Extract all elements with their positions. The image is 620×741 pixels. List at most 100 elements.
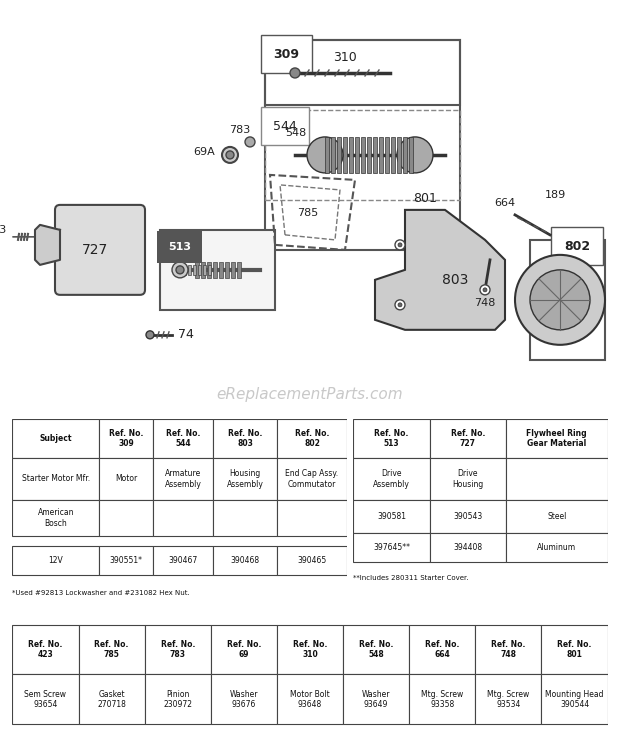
Bar [153, 500, 213, 536]
Text: Armature
Assembly: Armature Assembly [165, 469, 202, 488]
Bar [430, 458, 506, 500]
Text: eReplacementParts.com: eReplacementParts.com [216, 388, 404, 402]
Bar [12, 419, 99, 458]
Bar [198, 265, 201, 275]
Text: 748: 748 [474, 298, 495, 308]
Bar [409, 137, 413, 173]
Circle shape [146, 330, 154, 339]
Circle shape [515, 255, 605, 345]
Text: Pinion
230972: Pinion 230972 [163, 690, 192, 709]
Bar [12, 500, 99, 536]
Text: 309: 309 [273, 48, 299, 61]
Bar [12, 546, 99, 575]
Bar [541, 674, 608, 724]
Bar [343, 674, 409, 724]
Bar [144, 625, 211, 674]
Polygon shape [375, 210, 505, 330]
Bar [331, 137, 335, 173]
Bar [183, 265, 186, 275]
Bar [12, 674, 79, 724]
Text: Ref. No.
548: Ref. No. 548 [359, 639, 393, 659]
Text: Mtg. Screw
93358: Mtg. Screw 93358 [421, 690, 463, 709]
Bar [391, 137, 395, 173]
Circle shape [290, 68, 300, 78]
Text: Subject: Subject [40, 433, 72, 442]
Circle shape [483, 288, 487, 292]
Bar [343, 137, 347, 173]
Text: Ref. No.
802: Ref. No. 802 [295, 428, 329, 448]
Text: 394408: 394408 [453, 543, 482, 552]
Text: Housing
Assembly: Housing Assembly [227, 469, 264, 488]
Bar [213, 419, 277, 458]
Text: 390467: 390467 [169, 556, 198, 565]
Bar [277, 458, 347, 500]
Bar [325, 137, 329, 173]
Bar [506, 419, 608, 458]
Text: 69A: 69A [193, 147, 215, 157]
Bar [409, 674, 476, 724]
Bar [506, 500, 608, 533]
Text: 189: 189 [545, 190, 566, 200]
Bar [213, 458, 277, 500]
Polygon shape [35, 225, 60, 265]
Bar [144, 674, 211, 724]
Bar [207, 262, 211, 278]
Bar [99, 546, 153, 575]
Text: 390465: 390465 [298, 556, 327, 565]
Bar [153, 546, 213, 575]
Text: 390468: 390468 [231, 556, 260, 565]
Bar [211, 625, 277, 674]
Text: Ref. No.
727: Ref. No. 727 [451, 428, 485, 448]
Bar [213, 546, 277, 575]
Bar [430, 533, 506, 562]
Bar [353, 458, 430, 500]
Text: Steel: Steel [547, 512, 567, 521]
Text: 801: 801 [413, 192, 437, 205]
Circle shape [530, 270, 590, 330]
Circle shape [307, 137, 343, 173]
Text: 803: 803 [442, 273, 468, 287]
Bar [153, 419, 213, 458]
Bar [506, 458, 608, 500]
Bar [367, 137, 371, 173]
Bar [99, 419, 153, 458]
Bar [353, 419, 430, 458]
Text: 12V: 12V [48, 556, 63, 565]
Bar [355, 137, 359, 173]
Bar [231, 262, 235, 278]
Bar [277, 625, 343, 674]
Text: Ref. No.
423: Ref. No. 423 [29, 639, 63, 659]
Bar [79, 674, 144, 724]
Bar [265, 110, 460, 200]
Circle shape [398, 243, 402, 247]
Bar [277, 419, 347, 458]
Bar [160, 230, 275, 310]
Text: Washer
93676: Washer 93676 [229, 690, 258, 709]
Text: 785: 785 [298, 208, 319, 218]
Bar [203, 265, 206, 275]
Bar [343, 625, 409, 674]
Bar [188, 265, 191, 275]
Text: End Cap Assy.
Commutator: End Cap Assy. Commutator [285, 469, 339, 488]
Text: Aluminum: Aluminum [537, 543, 577, 552]
Bar [277, 674, 343, 724]
Text: Ref. No.
785: Ref. No. 785 [94, 639, 129, 659]
Text: 513: 513 [168, 242, 191, 252]
Bar [79, 625, 144, 674]
Circle shape [397, 137, 433, 173]
Bar [12, 458, 99, 500]
Text: 727: 727 [82, 243, 108, 257]
Text: Mtg. Screw
93534: Mtg. Screw 93534 [487, 690, 529, 709]
Circle shape [395, 300, 405, 310]
Text: Washer
93649: Washer 93649 [362, 690, 391, 709]
Circle shape [245, 137, 255, 147]
Text: Ref. No.
748: Ref. No. 748 [491, 639, 526, 659]
Bar [541, 625, 608, 674]
Bar [430, 419, 506, 458]
Bar [430, 500, 506, 533]
Bar [530, 240, 605, 360]
Text: Ref. No.
309: Ref. No. 309 [109, 428, 143, 448]
Text: **Includes 280311 Starter Cover.: **Includes 280311 Starter Cover. [353, 575, 469, 581]
Text: 390543: 390543 [453, 512, 482, 521]
Bar [353, 533, 430, 562]
